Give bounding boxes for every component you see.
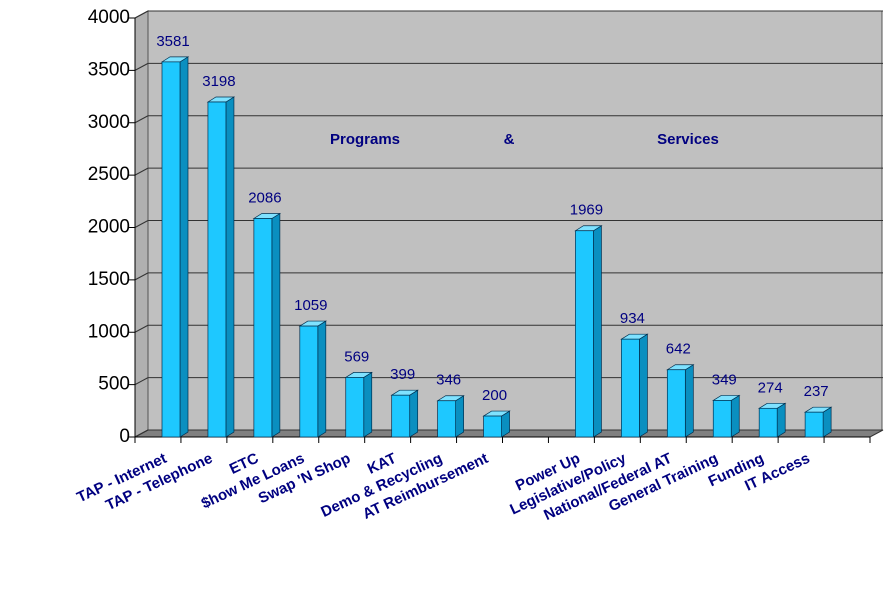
annotation: & [504, 131, 515, 148]
bar [299, 325, 319, 438]
y-tick-label: 0 [119, 426, 130, 447]
bar-side [455, 395, 464, 438]
grid-line [134, 377, 149, 386]
bar-side [409, 389, 419, 438]
bar [804, 411, 824, 438]
grid-line [134, 220, 149, 228]
y-tick-label: 3500 [88, 59, 130, 80]
y-tick-label: 2000 [88, 217, 130, 238]
y-tick-label: 2500 [88, 164, 130, 185]
y-tick-label: 3000 [88, 112, 130, 133]
value-label: 1059 [294, 297, 327, 314]
bar-side [730, 394, 740, 438]
bar-side [363, 371, 373, 438]
bar [575, 230, 594, 438]
value-label: 237 [804, 383, 829, 400]
bar-side [776, 402, 786, 438]
bar [345, 377, 365, 438]
y-tick-label: 1000 [88, 321, 130, 342]
value-label: 642 [666, 341, 691, 358]
value-label: 934 [620, 310, 645, 327]
bar-side [225, 96, 235, 438]
y-tick-label: 4000 [88, 7, 130, 28]
value-label: 349 [712, 371, 737, 388]
bar [161, 61, 181, 438]
bar [666, 369, 686, 438]
grid-line [134, 10, 149, 19]
value-label: 274 [758, 379, 783, 396]
grid-line [134, 167, 149, 176]
value-label: 1969 [570, 202, 603, 219]
value-label: 3198 [202, 73, 235, 90]
bar [207, 101, 227, 438]
bar-side [179, 56, 189, 438]
bar-side [317, 320, 327, 438]
value-label: 399 [390, 366, 415, 383]
annotation: Programs [330, 131, 400, 148]
bar [483, 415, 502, 438]
bar [437, 400, 456, 438]
grid-line [134, 429, 149, 438]
value-label: 2086 [248, 189, 281, 206]
grid-line [134, 324, 149, 333]
grid-line [134, 62, 149, 71]
y-tick-label: 500 [98, 374, 130, 395]
bar-side [271, 212, 281, 438]
bar [758, 407, 778, 438]
value-label: 569 [344, 348, 369, 365]
bar [712, 400, 732, 438]
bar [253, 218, 273, 438]
bar-side [593, 225, 602, 438]
grid-line [134, 115, 149, 124]
value-label: 346 [436, 372, 461, 389]
value-label: 3581 [156, 33, 189, 50]
grid-line [134, 272, 149, 281]
value-label: 200 [482, 387, 507, 404]
bar-side [639, 333, 648, 438]
annotation: Services [657, 131, 719, 148]
y-tick-label: 1500 [88, 269, 130, 290]
bar-side [684, 364, 694, 438]
bar [621, 338, 640, 438]
bar [391, 394, 411, 438]
